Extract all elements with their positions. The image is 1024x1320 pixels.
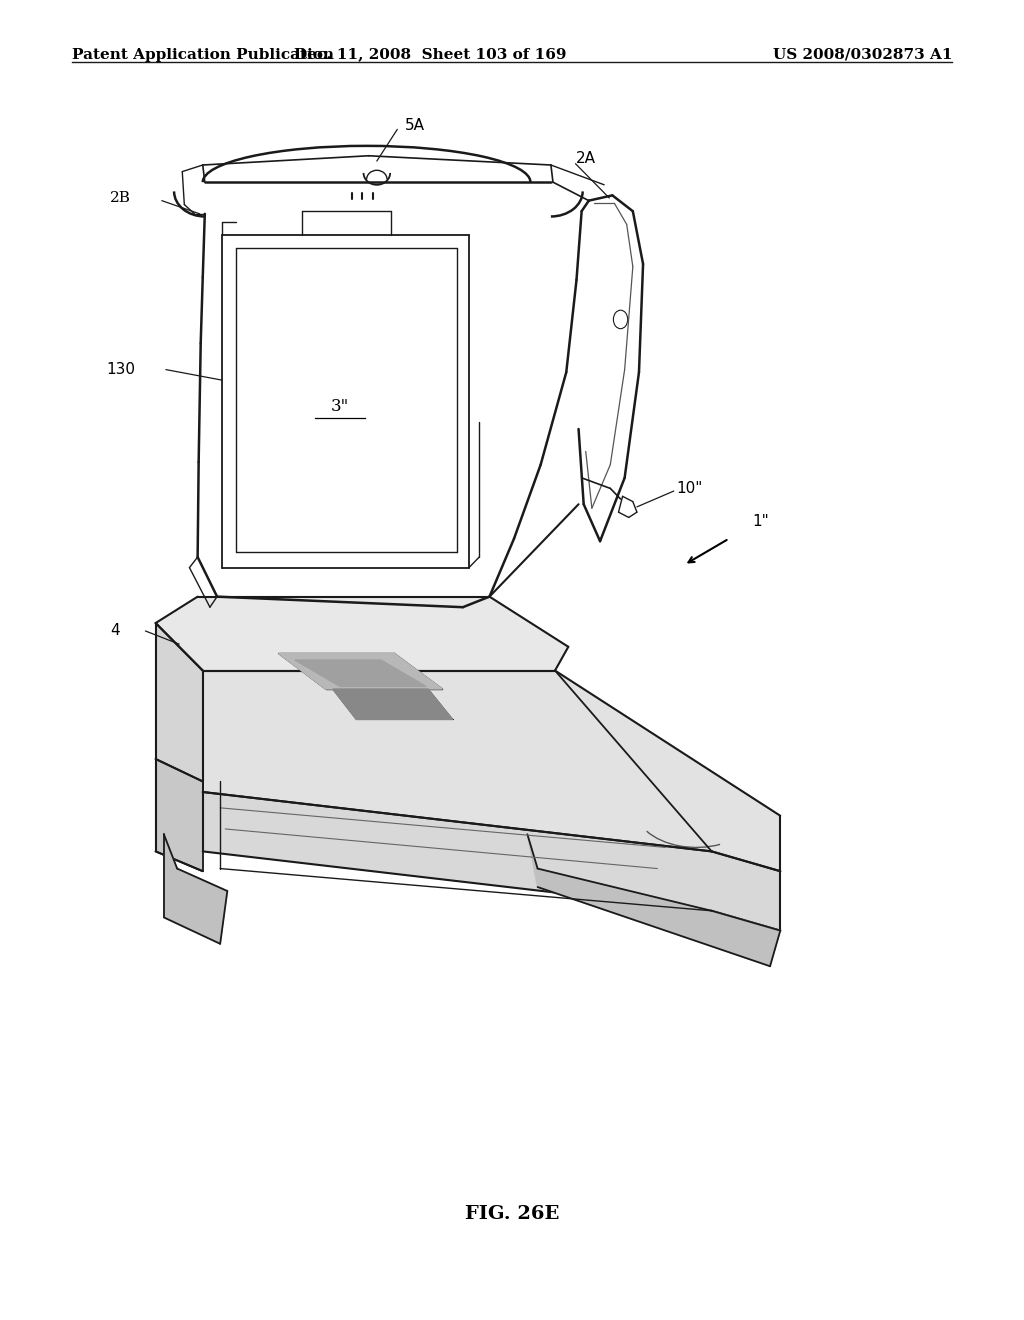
Polygon shape: [156, 597, 568, 671]
Text: 1": 1": [753, 513, 769, 529]
Text: 2A: 2A: [575, 150, 596, 166]
Polygon shape: [333, 689, 453, 719]
Polygon shape: [164, 834, 227, 944]
Text: 5A: 5A: [404, 117, 425, 133]
Polygon shape: [203, 792, 780, 931]
Polygon shape: [156, 759, 203, 871]
Polygon shape: [295, 660, 426, 686]
Polygon shape: [203, 671, 780, 871]
Text: 2B: 2B: [111, 191, 131, 205]
Text: Patent Application Publication: Patent Application Publication: [72, 48, 334, 62]
Polygon shape: [156, 623, 203, 781]
Text: 130: 130: [106, 362, 135, 378]
Text: 4: 4: [110, 623, 120, 639]
Polygon shape: [279, 653, 442, 689]
Text: 3": 3": [331, 399, 349, 414]
Text: 10": 10": [676, 480, 702, 496]
Polygon shape: [527, 834, 780, 966]
Text: Dec. 11, 2008  Sheet 103 of 169: Dec. 11, 2008 Sheet 103 of 169: [294, 48, 566, 62]
Text: FIG. 26E: FIG. 26E: [465, 1205, 559, 1224]
Text: US 2008/0302873 A1: US 2008/0302873 A1: [773, 48, 952, 62]
